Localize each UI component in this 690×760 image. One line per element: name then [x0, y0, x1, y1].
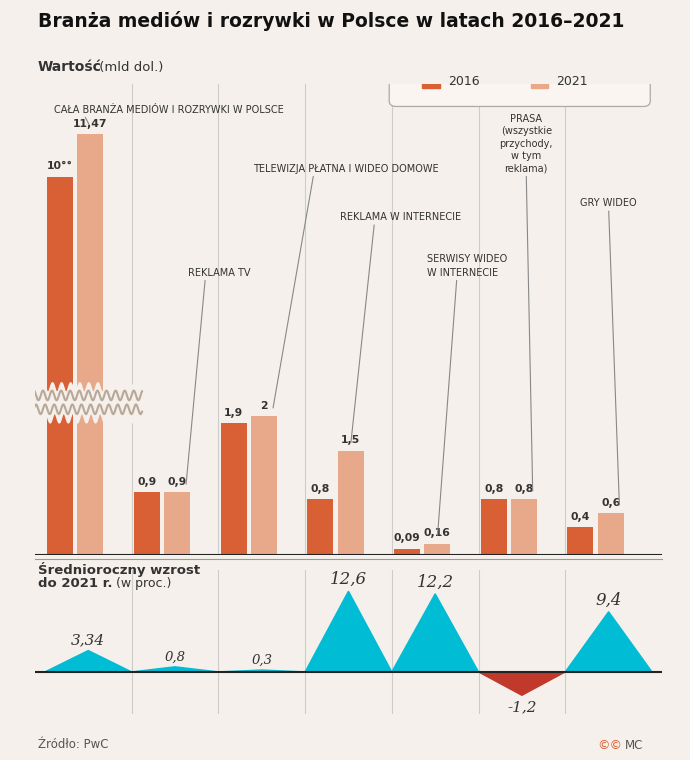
Text: (w proc.): (w proc.)	[112, 577, 172, 590]
Bar	[251, 416, 277, 555]
Bar	[424, 543, 451, 555]
Polygon shape	[218, 670, 305, 672]
Polygon shape	[305, 591, 392, 672]
Text: 2021: 2021	[557, 75, 588, 88]
Text: Źródło: PwC: Źródło: PwC	[38, 738, 108, 751]
Polygon shape	[132, 667, 218, 672]
Bar	[134, 492, 160, 555]
Text: 0,6: 0,6	[601, 498, 620, 508]
Text: MC: MC	[624, 739, 643, 752]
Bar	[77, 135, 104, 555]
Text: 9,4: 9,4	[595, 591, 622, 608]
Text: 2: 2	[260, 401, 268, 410]
Polygon shape	[565, 612, 652, 672]
Bar	[481, 499, 506, 555]
Text: CAŁA BRANŻA MEDIÓW I ROZRYWKI W POLSCE: CAŁA BRANŻA MEDIÓW I ROZRYWKI W POLSCE	[54, 105, 284, 115]
Text: -1,2: -1,2	[507, 701, 537, 714]
Text: Średnioroczny wzrost: Średnioroczny wzrost	[38, 562, 200, 577]
Bar	[164, 492, 190, 555]
Text: 2016: 2016	[448, 75, 480, 88]
Text: 0,4: 0,4	[571, 511, 590, 521]
Text: TELEWIZJA PŁATNA I WIDEO DOMOWE: TELEWIZJA PŁATNA I WIDEO DOMOWE	[253, 163, 439, 174]
Text: 0,8: 0,8	[515, 484, 533, 494]
Bar	[221, 423, 246, 555]
Polygon shape	[479, 672, 565, 695]
Text: do 2021 r.: do 2021 r.	[38, 577, 112, 590]
FancyBboxPatch shape	[389, 54, 650, 106]
Bar	[511, 499, 537, 555]
Text: 1,5: 1,5	[341, 435, 360, 445]
Bar	[422, 74, 440, 88]
Text: PRASA
(wszystkie
przychody,
w tym
reklama): PRASA (wszystkie przychody, w tym reklam…	[500, 114, 553, 174]
Text: 0,9: 0,9	[168, 477, 187, 487]
Bar	[394, 549, 420, 555]
Text: Wartość: Wartość	[38, 60, 102, 74]
Text: REKLAMA W INTERNECIE: REKLAMA W INTERNECIE	[339, 212, 461, 222]
Text: REKLAMA TV: REKLAMA TV	[188, 268, 250, 277]
Polygon shape	[45, 651, 132, 672]
Text: 1,9: 1,9	[224, 407, 243, 417]
Polygon shape	[392, 594, 479, 672]
Bar	[337, 451, 364, 555]
Text: 3,34: 3,34	[71, 633, 106, 648]
Text: (mld dol.): (mld dol.)	[95, 61, 164, 74]
Text: 12,6: 12,6	[330, 571, 367, 587]
Bar	[47, 177, 73, 555]
Text: 0,8: 0,8	[164, 651, 186, 663]
Bar	[531, 74, 548, 88]
Text: 0,9: 0,9	[137, 477, 157, 487]
Text: 0,09: 0,09	[393, 533, 420, 543]
Text: 0,3: 0,3	[251, 654, 273, 667]
Text: 0,8: 0,8	[484, 484, 503, 494]
Text: ©©: ©©	[597, 739, 622, 752]
Text: 10°°: 10°°	[47, 161, 73, 171]
Text: SERWISY WIDEO
W INTERNECIE: SERWISY WIDEO W INTERNECIE	[426, 255, 506, 277]
Text: Branża mediów i rozrywki w Polsce w latach 2016–2021: Branża mediów i rozrywki w Polsce w lata…	[38, 11, 624, 30]
Bar	[307, 499, 333, 555]
Bar	[598, 513, 624, 555]
Text: GRY WIDEO: GRY WIDEO	[580, 198, 637, 208]
Text: 11,47: 11,47	[73, 119, 108, 128]
Text: 12,2: 12,2	[417, 573, 454, 591]
Text: 0,8: 0,8	[310, 484, 330, 494]
Bar	[567, 527, 593, 555]
Text: 0,16: 0,16	[424, 528, 451, 538]
